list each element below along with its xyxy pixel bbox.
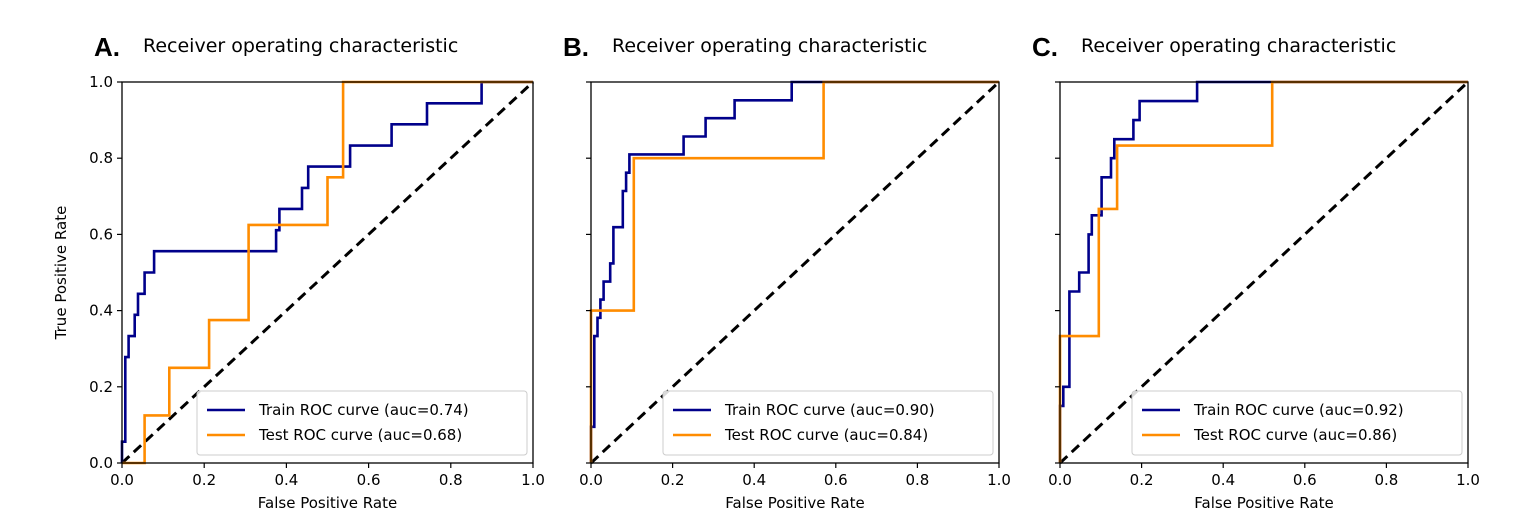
legend-box	[196, 390, 528, 456]
plot-frame	[590, 81, 1000, 464]
x-tick-label: 0.2	[192, 471, 216, 489]
y-axis-label: True Positive Rate	[52, 206, 70, 341]
x-axis-label: False Positive Rate	[258, 494, 397, 512]
x-tick-label: 0.4	[1211, 471, 1235, 489]
roc-panel-3: C. Receiver operating characteristic 0.0 0.…	[1032, 32, 1480, 512]
y-tick-label: 1.0	[89, 73, 113, 91]
x-tick-label: 0.2	[1130, 471, 1154, 489]
chart-title: Receiver operating characteristic	[612, 35, 927, 57]
legend-test-label: Test ROC curve (auc=0.84)	[724, 426, 928, 444]
chance-diagonal-line	[120, 80, 535, 465]
legend-train-label: Train ROC curve (auc=0.74)	[258, 401, 469, 419]
x-tick-label: 0.8	[1374, 471, 1398, 489]
panel-label: A.	[94, 32, 120, 62]
legend-box	[1131, 390, 1463, 456]
train-roc-line	[1058, 80, 1468, 463]
panel-label: C.	[1032, 32, 1058, 62]
y-tick-label: 0.4	[89, 302, 113, 320]
x-tick-label: 0.0	[579, 471, 603, 489]
legend: Train ROC curve (auc=0.74) Test ROC curve…	[196, 390, 528, 456]
roc-panel-2: B. Receiver operating characteristic 0.0 0.…	[563, 32, 1011, 512]
chart-title: Receiver operating characteristic	[143, 35, 458, 57]
legend-test-label: Test ROC curve (auc=0.86)	[1193, 426, 1397, 444]
y-tick-label: 0.0	[89, 454, 113, 472]
x-tick-label: 0.8	[905, 471, 929, 489]
chance-diagonal-line	[589, 80, 1001, 465]
y-tick-label: 0.8	[89, 149, 113, 167]
legend-train-label: Train ROC curve (auc=0.92)	[1193, 401, 1404, 419]
x-tick-label: 0.4	[274, 471, 298, 489]
x-tick-label: 1.0	[521, 471, 545, 489]
x-tick-label: 0.2	[661, 471, 685, 489]
chance-diagonal-line	[1058, 80, 1470, 465]
panel-label: B.	[563, 32, 589, 62]
legend: Train ROC curve (auc=0.90) Test ROC curve…	[662, 390, 994, 456]
x-tick-label: 0.6	[824, 471, 848, 489]
x-tick-label: 0.8	[439, 471, 463, 489]
x-axis-label: False Positive Rate	[1194, 494, 1333, 512]
train-roc-line	[589, 80, 999, 463]
test-roc-line	[1058, 80, 1468, 463]
x-tick-label: 1.0	[1456, 471, 1480, 489]
x-tick-label: 0.6	[357, 471, 381, 489]
y-tick-label: 0.2	[89, 378, 113, 396]
x-axis-label: False Positive Rate	[725, 494, 864, 512]
chart-title: Receiver operating characteristic	[1081, 35, 1396, 57]
legend-train-label: Train ROC curve (auc=0.90)	[724, 401, 935, 419]
x-tick-label: 0.0	[1048, 471, 1072, 489]
x-tick-label: 0.0	[110, 471, 134, 489]
x-tick-label: 0.6	[1293, 471, 1317, 489]
legend: Train ROC curve (auc=0.92) Test ROC curve…	[1131, 390, 1463, 456]
x-tick-label: 1.0	[987, 471, 1011, 489]
plot-frame	[1059, 81, 1469, 464]
plot-frame	[121, 81, 534, 464]
y-tick-label: 0.6	[89, 225, 113, 243]
legend-box	[662, 390, 994, 456]
test-roc-line	[122, 80, 533, 465]
x-tick-label: 0.4	[742, 471, 766, 489]
train-roc-line	[120, 80, 533, 463]
legend-test-label: Test ROC curve (auc=0.68)	[258, 426, 462, 444]
